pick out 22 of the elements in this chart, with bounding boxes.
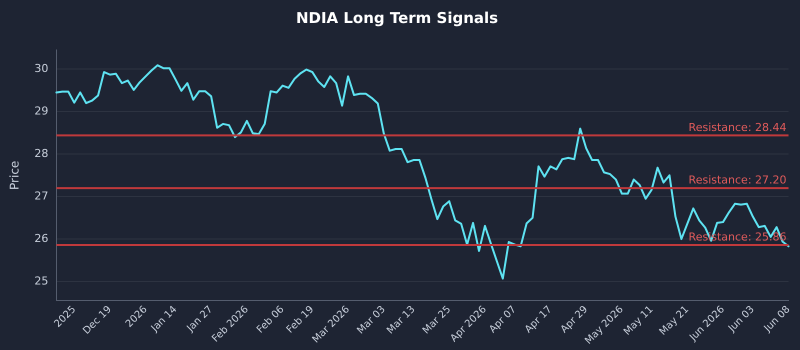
y-tick-label: 26: [34, 232, 48, 245]
x-tick-label: Feb 19: [284, 304, 316, 336]
x-tick-label: Apr 17: [523, 304, 554, 336]
x-tick-label: Apr 29: [558, 304, 590, 336]
y-tick-label: 25: [34, 274, 48, 288]
x-tick-label: Dec 19: [81, 304, 114, 337]
ref-line-label: Resistance: 27.20: [688, 173, 787, 186]
ref-line-label: Resistance: 28.44: [688, 120, 787, 134]
chart-title: NDIA Long Term Signals: [296, 8, 498, 27]
x-tick-label: Apr 07: [487, 304, 519, 336]
x-tick-label: Jan 14: [148, 304, 180, 335]
x-tick-label: Jun 03: [726, 304, 757, 335]
y-tick-label: 28: [34, 146, 48, 160]
y-axis-title: Price: [7, 160, 22, 190]
x-tick-label: Jan 27: [184, 304, 216, 335]
x-tick-label: Jun 08: [762, 304, 792, 335]
x-tick-label: Mar 03: [355, 304, 388, 336]
y-tick-label: 29: [34, 104, 48, 118]
y-tick-label: 27: [34, 189, 48, 202]
x-tick-label: Feb 06: [254, 304, 287, 336]
y-tick-label: 30: [34, 62, 48, 75]
x-tick-label: Mar 13: [385, 304, 418, 336]
